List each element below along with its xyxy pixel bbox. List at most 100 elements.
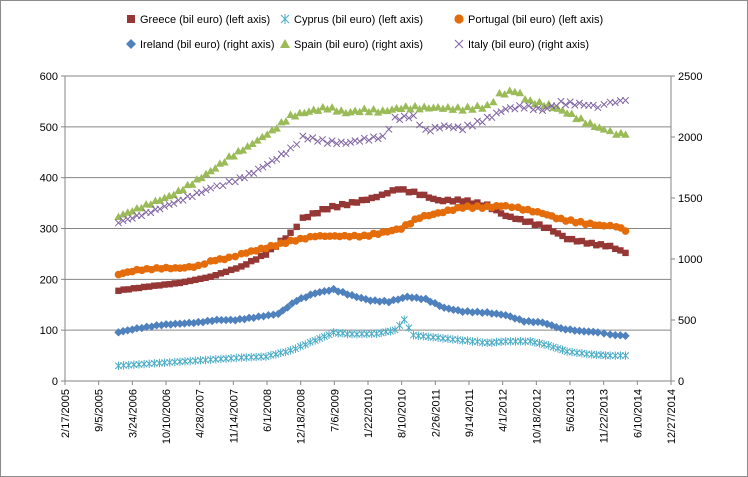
data-point xyxy=(320,332,328,341)
data-point xyxy=(132,324,142,333)
data-point xyxy=(238,146,248,154)
data-point xyxy=(588,239,595,247)
data-point xyxy=(621,96,630,104)
data-point xyxy=(529,106,537,114)
data-point xyxy=(263,130,272,138)
series-square xyxy=(115,186,629,294)
data-point xyxy=(540,224,548,232)
data-point xyxy=(309,210,316,217)
data-point xyxy=(459,198,466,205)
data-point xyxy=(120,286,127,293)
data-point xyxy=(135,284,143,292)
data-point xyxy=(599,125,609,133)
right-tick-label: 1500 xyxy=(678,193,702,205)
data-point xyxy=(515,102,524,110)
data-point xyxy=(115,287,122,294)
legend-label: Cyprus (bil euro) (left axis) xyxy=(294,14,423,26)
left-tick-label: 200 xyxy=(40,274,58,286)
data-point xyxy=(360,104,369,112)
right-tick-label: 500 xyxy=(678,315,696,327)
data-point xyxy=(557,97,565,105)
data-point xyxy=(589,101,597,109)
data-point xyxy=(203,316,212,326)
data-point xyxy=(155,196,165,204)
data-point xyxy=(468,105,477,113)
data-point xyxy=(178,185,188,194)
data-point xyxy=(559,232,566,240)
data-point xyxy=(578,237,586,245)
data-point xyxy=(529,317,538,327)
data-point xyxy=(311,336,319,345)
data-point xyxy=(445,122,453,131)
data-point xyxy=(314,137,322,145)
data-point xyxy=(552,323,561,332)
data-point xyxy=(420,102,429,110)
data-point xyxy=(233,265,240,272)
x-tick-label: 2/26/2011 xyxy=(430,389,442,437)
data-point xyxy=(506,312,515,321)
x-tick-label: 4/28/2007 xyxy=(195,389,207,438)
data-point xyxy=(563,235,571,243)
data-point xyxy=(244,313,254,323)
data-point xyxy=(616,128,626,137)
data-point xyxy=(299,132,307,140)
left-tick-label: 400 xyxy=(40,173,58,185)
data-point xyxy=(396,104,406,113)
data-point xyxy=(501,201,510,210)
data-point xyxy=(534,104,542,112)
data-point xyxy=(316,334,324,343)
data-point xyxy=(448,105,458,113)
data-point xyxy=(337,138,345,146)
data-point xyxy=(416,121,424,129)
data-point xyxy=(535,97,544,105)
data-point xyxy=(506,104,514,112)
data-point xyxy=(304,213,311,221)
data-point xyxy=(328,137,336,145)
data-point xyxy=(405,323,413,333)
data-point xyxy=(126,39,136,49)
data-point xyxy=(454,123,462,131)
data-point xyxy=(464,197,471,204)
data-point xyxy=(202,274,209,282)
data-point xyxy=(128,214,136,222)
data-point xyxy=(600,100,608,108)
data-point xyxy=(243,142,252,150)
data-point xyxy=(200,260,209,268)
left-tick-label: 500 xyxy=(40,122,58,134)
left-tick-label: 300 xyxy=(40,224,58,236)
data-point xyxy=(436,124,444,132)
data-point xyxy=(374,135,382,143)
data-point xyxy=(409,112,418,120)
data-point xyxy=(175,319,185,328)
data-point xyxy=(561,325,570,334)
data-point xyxy=(554,344,562,353)
data-point xyxy=(243,261,250,268)
data-point xyxy=(543,104,551,113)
data-point xyxy=(535,338,544,348)
data-point xyxy=(495,88,504,97)
data-point xyxy=(156,205,164,213)
data-point xyxy=(225,178,233,186)
data-point xyxy=(337,106,346,114)
data-point xyxy=(263,160,272,168)
data-point xyxy=(207,184,215,192)
legend-item: Greece (bil euro) (left axis) xyxy=(127,14,270,26)
data-point xyxy=(512,215,519,223)
data-point xyxy=(212,315,222,325)
data-point xyxy=(405,114,413,122)
legend-label: Portugal (bil euro) (left axis) xyxy=(468,14,603,26)
data-point xyxy=(212,271,219,279)
data-point xyxy=(186,277,194,285)
data-point xyxy=(280,14,290,24)
data-point xyxy=(229,152,238,160)
data-point xyxy=(611,99,619,107)
data-point xyxy=(188,180,197,188)
data-point xyxy=(296,342,304,351)
data-point xyxy=(538,107,547,115)
data-point xyxy=(282,235,289,242)
data-point xyxy=(161,320,171,329)
data-point xyxy=(170,199,178,207)
data-point xyxy=(568,235,576,243)
data-point xyxy=(348,199,356,206)
legend-item: Portugal (bil euro) (left axis) xyxy=(454,14,603,26)
